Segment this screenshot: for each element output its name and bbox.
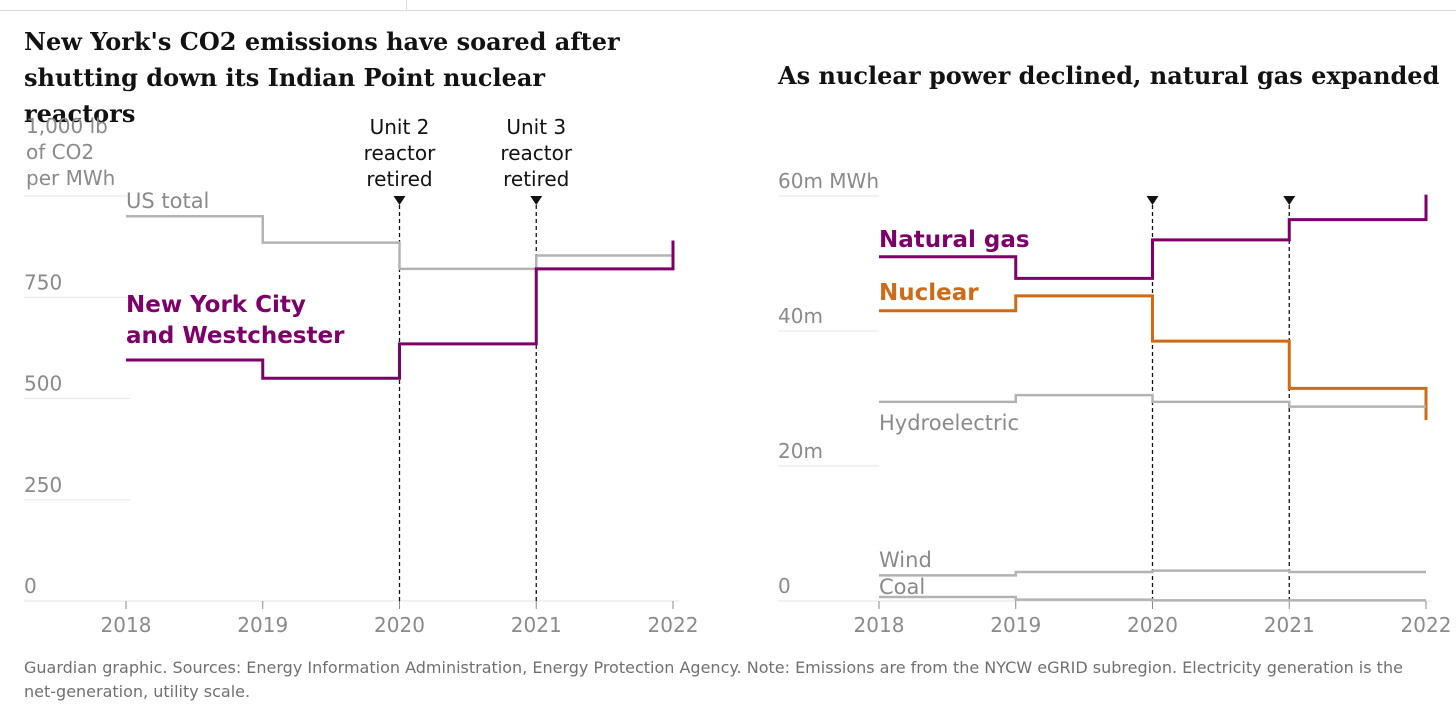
y-tick-label: 250 xyxy=(24,473,62,497)
x-tick-label: 2019 xyxy=(237,613,288,637)
x-tick-label: 2020 xyxy=(374,613,425,637)
y-tick-label: 0 xyxy=(24,574,37,598)
series-line-hydroelectric xyxy=(879,393,1426,408)
x-tick-label: 2022 xyxy=(648,613,699,637)
series-label: Natural gas xyxy=(879,227,1030,253)
x-tick-label: 2019 xyxy=(990,613,1041,637)
series-line-natural-gas xyxy=(879,194,1428,280)
x-tick-label: 2018 xyxy=(101,613,152,637)
annotation-marker xyxy=(530,196,543,205)
series-line-us-total xyxy=(126,215,673,271)
y-tick-label: 500 xyxy=(24,372,62,396)
x-tick-label: 2021 xyxy=(1264,613,1315,637)
y-tick-label: 0 xyxy=(778,574,791,598)
y-tick-label: 60m MWh xyxy=(778,169,879,193)
annotation-label: Unit 3 xyxy=(506,115,566,139)
series-label: New York City xyxy=(126,292,306,318)
x-tick-label: 2020 xyxy=(1127,613,1178,637)
y-axis-label: of CO2 xyxy=(26,140,94,164)
annotation-label: retired xyxy=(503,167,569,191)
series-label: and Westchester xyxy=(126,323,345,349)
y-tick-label: 40m xyxy=(778,304,823,328)
y-tick-label: 750 xyxy=(24,270,62,294)
y-axis-label: per MWh xyxy=(26,166,115,190)
annotation-label: retired xyxy=(366,167,432,191)
annotation-marker xyxy=(1283,196,1296,205)
x-tick-label: 2022 xyxy=(1401,613,1452,637)
series-label: Wind xyxy=(879,548,932,572)
top-divider xyxy=(406,0,407,10)
annotation-marker xyxy=(393,196,406,205)
y-tick-label: 20m xyxy=(778,439,823,463)
series-line-wind xyxy=(879,569,1426,577)
annotation-marker xyxy=(1146,196,1159,205)
series-line-coal xyxy=(879,595,1426,602)
annotation-label: Unit 2 xyxy=(370,115,430,139)
annotation-label: reactor xyxy=(500,141,572,165)
series-label: Coal xyxy=(879,575,925,599)
series-label: Nuclear xyxy=(879,280,979,306)
x-tick-label: 2018 xyxy=(854,613,905,637)
x-tick-label: 2021 xyxy=(511,613,562,637)
series-line-nuclear xyxy=(879,294,1428,421)
footer-note: Guardian graphic. Sources: Energy Inform… xyxy=(24,658,1403,701)
y-axis-label: 1,000 lb xyxy=(26,114,108,138)
chart-title-generation: As nuclear power declined, natural gas e… xyxy=(778,61,1440,90)
series-label: Hydroelectric xyxy=(879,411,1019,435)
series-label: US total xyxy=(126,189,209,213)
annotation-label: reactor xyxy=(364,141,436,165)
chart-title-emissions: New York's CO2 emissions have soared aft… xyxy=(24,27,620,128)
series-line-new-york-city-and-westchester xyxy=(126,240,675,380)
top-rule xyxy=(0,10,1456,11)
